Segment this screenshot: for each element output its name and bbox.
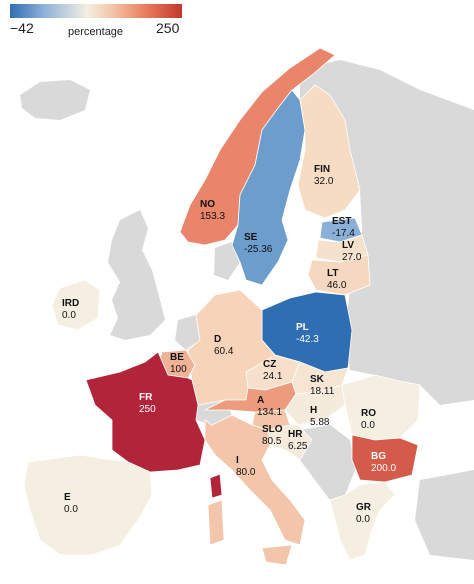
country-value-label: 24.1 <box>263 371 283 382</box>
gb-shape <box>108 210 165 340</box>
color-scale-bar <box>10 4 182 18</box>
country-E <box>23 454 153 556</box>
country-value-label: 80.0 <box>236 467 256 478</box>
country-value-label: 0.0 <box>64 504 78 515</box>
country-code-label: BE <box>170 352 184 363</box>
country-code-label: SLO <box>262 424 283 435</box>
country-value-label: 0.0 <box>356 514 370 525</box>
dk-shape <box>214 242 240 280</box>
country-code-label: LV <box>342 240 354 251</box>
country-code-label: H <box>310 405 317 416</box>
country-SE <box>231 89 306 286</box>
country-value-label: 200.0 <box>371 463 396 474</box>
country-value-label: 46.0 <box>327 280 347 291</box>
country-code-label: IRD <box>62 298 79 309</box>
country-code-label: SE <box>244 232 258 243</box>
country-I-sardinia <box>207 499 225 546</box>
country-RO <box>341 374 421 441</box>
country-I-sicily <box>261 544 293 566</box>
country-code-label: PL <box>296 322 309 333</box>
country-NO <box>179 47 336 246</box>
country-A <box>204 381 297 413</box>
country-IRD <box>51 279 101 331</box>
country-BG <box>351 434 419 483</box>
country-value-label: 6.25 <box>288 441 308 452</box>
iceland-shape <box>20 80 90 120</box>
country-code-label: NO <box>200 199 215 210</box>
country-HR <box>267 424 313 461</box>
belarus-ukraine-shape <box>345 275 474 405</box>
country-code-label: I <box>236 455 239 466</box>
country-code-label: RO <box>361 408 376 419</box>
balkans-shape <box>300 425 355 500</box>
country-FR-corsica <box>209 473 223 499</box>
legend-min-label: −42 <box>10 20 34 36</box>
country-value-label: 0.0 <box>62 310 76 321</box>
country-code-label: D <box>214 334 221 345</box>
country-value-label: -17.4 <box>332 228 355 239</box>
country-FIN <box>297 84 361 219</box>
nl-shape <box>175 315 200 350</box>
country-LT <box>307 254 371 296</box>
turkey-shape <box>415 470 474 560</box>
country-code-label: EST <box>332 216 351 227</box>
country-FR <box>85 351 206 473</box>
country-value-label: 80.5 <box>262 436 282 447</box>
country-value-label: 100 <box>170 364 187 375</box>
country-value-label: 0.0 <box>361 420 375 431</box>
country-value-label: 134.1 <box>257 407 282 418</box>
country-value-label: 153.3 <box>200 211 225 222</box>
country-code-label: E <box>64 492 71 503</box>
country-code-label: FR <box>139 392 153 403</box>
country-value-label: -42.3 <box>296 334 319 345</box>
country-code-label: CZ <box>263 359 276 370</box>
country-value-label: 250 <box>139 404 156 415</box>
country-code-label: A <box>257 395 264 406</box>
legend-max-label: 250 <box>156 20 180 36</box>
country-value-label: 5.88 <box>310 417 330 428</box>
country-code-label: BG <box>371 451 386 462</box>
country-code-label: SK <box>310 374 325 385</box>
country-value-label: 60.4 <box>214 346 234 357</box>
country-value-label: 27.0 <box>342 252 362 263</box>
country-GR <box>329 481 396 561</box>
country-code-label: GR <box>356 502 372 513</box>
country-code-label: FIN <box>314 164 330 175</box>
country-value-label: 18.11 <box>310 386 335 397</box>
legend-title: percentage <box>68 26 124 38</box>
country-code-label: LT <box>327 268 338 279</box>
country-value-label: -25.36 <box>244 244 273 255</box>
country-I <box>204 414 306 546</box>
data-regions <box>23 47 421 566</box>
country-value-label: 32.0 <box>314 176 334 187</box>
country-code-label: HR <box>288 429 303 440</box>
